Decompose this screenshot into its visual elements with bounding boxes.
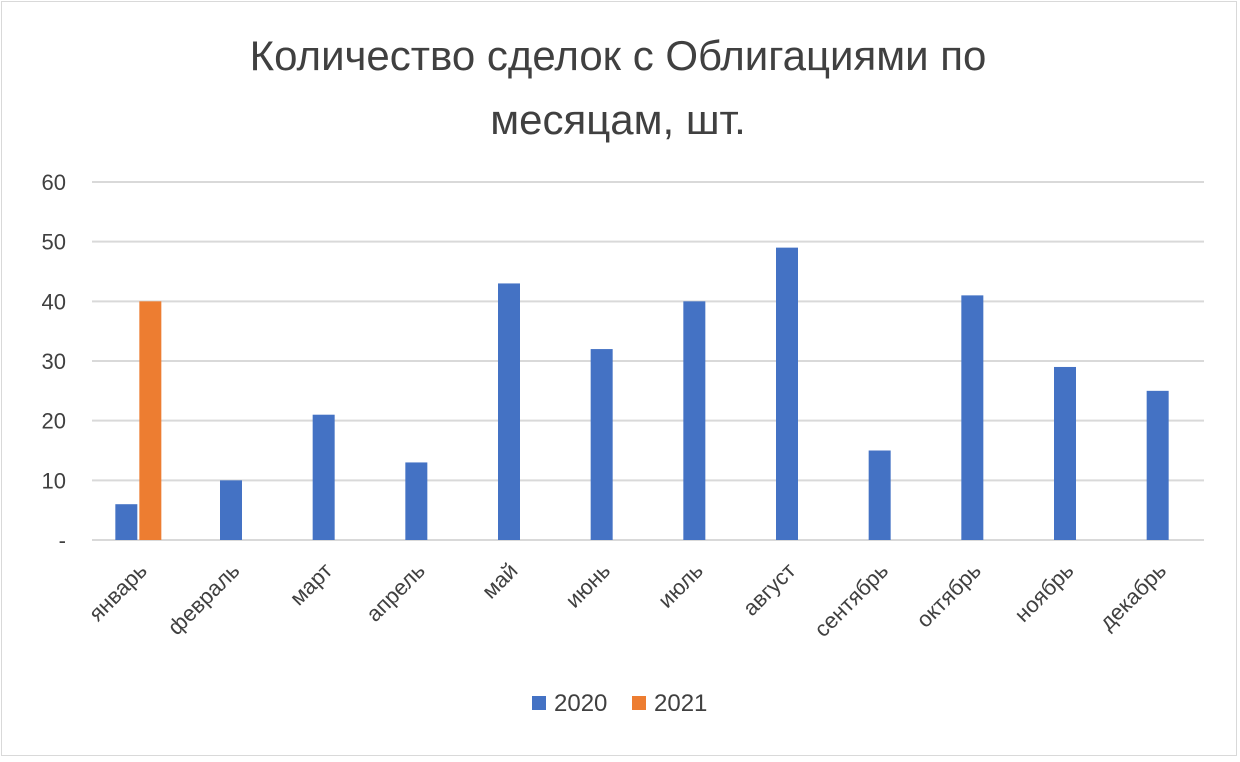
bar-2020-июль	[683, 301, 706, 540]
y-tick-label: 30	[42, 349, 66, 374]
y-tick-label: 60	[42, 170, 66, 195]
legend-swatch	[632, 696, 646, 710]
legend-swatch	[532, 696, 546, 710]
chart-title-line-2: месяцам, шт.	[490, 96, 746, 143]
y-tick-label: 20	[42, 409, 66, 434]
bar-2020-июнь	[590, 349, 613, 540]
x-tick-label: май	[477, 558, 523, 604]
chart-title-line-1: Количество сделок с Облигациями по	[250, 32, 987, 79]
y-tick-label: 50	[42, 230, 66, 255]
x-tick-label: февраль	[163, 558, 245, 640]
legend-label: 2021	[654, 690, 707, 717]
legend: 2020 2021	[532, 690, 707, 717]
bar-2020-август	[776, 247, 798, 540]
grid	[92, 181, 1204, 541]
x-tick-label: декабрь	[1094, 558, 1171, 635]
y-tick-label: 10	[42, 468, 66, 493]
x-tick-label: январь	[84, 558, 152, 626]
bar-2021-январь	[139, 301, 162, 540]
x-tick-label: август	[738, 558, 801, 621]
bar-2020-сентябрь	[868, 450, 891, 540]
bar-2020-январь	[115, 504, 138, 540]
bar-2020-февраль	[220, 480, 242, 540]
bar-2020-октябрь	[961, 295, 984, 540]
y-axis-ticks: - 10 20 30 40 50 60	[42, 170, 66, 553]
bar-2020-март	[312, 414, 335, 540]
y-tick-label: 40	[42, 289, 66, 314]
x-tick-label: октябрь	[911, 558, 986, 633]
x-tick-label: ноябрь	[1010, 558, 1079, 627]
x-tick-label: март	[285, 558, 337, 610]
bar-2020-ноябрь	[1054, 366, 1076, 540]
x-axis-ticks: январь февраль март апрель май июнь июль август…	[84, 558, 1172, 642]
bar-2020-декабрь	[1146, 390, 1169, 540]
legend-label: 2020	[554, 690, 607, 717]
bar-2020-апрель	[405, 462, 428, 540]
x-tick-label: сентябрь	[809, 558, 893, 642]
bars	[115, 247, 1169, 540]
x-tick-label: июль	[653, 558, 708, 613]
x-tick-label: июнь	[560, 558, 615, 613]
x-tick-label: апрель	[361, 558, 430, 627]
y-tick-label: -	[59, 528, 66, 553]
bar-2020-май	[498, 283, 520, 540]
